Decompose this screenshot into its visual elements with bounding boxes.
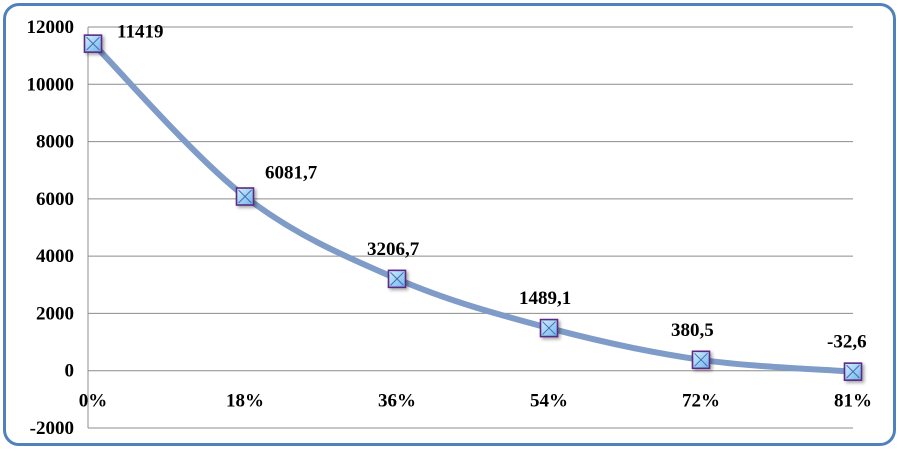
- series-line-path: [90, 40, 856, 375]
- marker-cross: [694, 352, 708, 367]
- marker-cross: [846, 364, 860, 379]
- y-tick-label: 0: [65, 361, 75, 382]
- data-point-marker: [235, 187, 255, 206]
- data-label: 11419: [117, 22, 163, 43]
- x-tick-label: 54%: [530, 391, 568, 412]
- y-tick-label: 4000: [36, 246, 74, 267]
- data-point-marker: [83, 34, 103, 53]
- data-label: 1489,1: [519, 288, 571, 309]
- gridlines: [87, 26, 853, 429]
- y-tick-label: 6000: [36, 189, 74, 210]
- data-point-marker: [843, 362, 863, 381]
- series-markers: [83, 34, 863, 381]
- data-label: 6081,7: [265, 163, 318, 184]
- data-point-marker: [539, 318, 559, 338]
- marker-cross: [238, 189, 252, 204]
- data-label: -32,6: [827, 332, 867, 353]
- y-tick-label: 10000: [27, 74, 75, 95]
- data-label: 380,5: [671, 320, 714, 341]
- marker-cross: [390, 272, 404, 286]
- data-point-marker: [387, 269, 407, 289]
- x-tick-label: 36%: [378, 391, 416, 412]
- marker-cross: [542, 321, 556, 335]
- series-line: [90, 40, 856, 375]
- y-tick-label: 12000: [27, 17, 75, 38]
- chart-frame: [3, 3, 896, 446]
- y-axis-ticks: -2000 0 2000 4000 6000 8000 10000 12000: [27, 17, 75, 439]
- data-point-marker: [691, 350, 711, 370]
- y-tick-label: 8000: [36, 132, 74, 153]
- x-axis-ticks: 0% 18% 36% 54% 72% 81%: [79, 391, 872, 412]
- x-tick-label: 0%: [79, 391, 108, 412]
- marker-cross: [86, 36, 100, 51]
- x-tick-label: 81%: [834, 391, 872, 412]
- data-label: 3206,7: [367, 239, 420, 260]
- x-tick-label: 72%: [682, 391, 720, 412]
- y-tick-label: -2000: [30, 418, 74, 439]
- y-tick-label: 2000: [36, 303, 74, 324]
- data-labels: 11419 6081,7 3206,7 1489,1 380,5 -32,6: [117, 22, 867, 353]
- x-tick-label: 18%: [226, 391, 264, 412]
